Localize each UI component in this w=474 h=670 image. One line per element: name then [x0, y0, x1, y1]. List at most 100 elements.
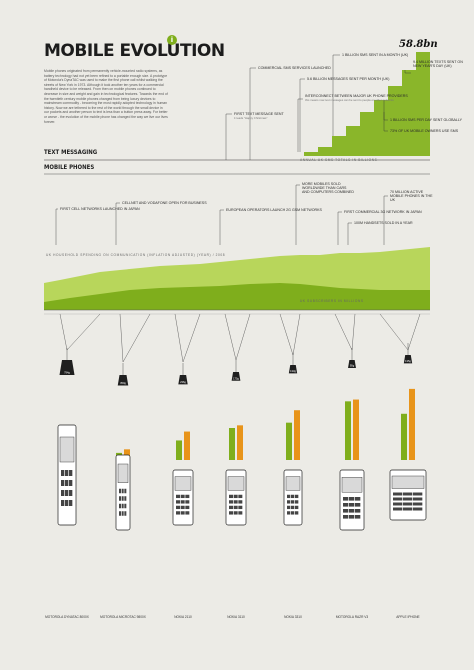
phone-annotation: EUROPEAN OPERATORS LAUNCH 2G GSM NETWORK… [226, 208, 322, 212]
phone-key [180, 505, 185, 510]
sms-staircase [304, 52, 430, 156]
phone-key [349, 497, 355, 501]
phone-key [349, 509, 355, 513]
phone-name: MOTOROLA MICROTAC 9800X [100, 615, 146, 619]
phone-screen [227, 476, 245, 491]
phone-key [124, 488, 127, 494]
phone-key [393, 507, 403, 511]
phone-screen [285, 476, 301, 491]
phone-key [413, 492, 423, 496]
phone-annotation: 70 MILLION ACTIVE MOBILE PHONES IN THE U… [390, 190, 433, 203]
intro-paragraph: Mobile phones originated from permanentl… [44, 69, 168, 124]
weight-label: 175g [233, 376, 239, 380]
phone-key [176, 494, 180, 499]
phone-key [176, 505, 180, 510]
phone-annotation: FIRST COMMERCIAL 3G NETWORK IN JAPAN [344, 210, 422, 214]
battery-bar [353, 399, 359, 460]
battery-bar [294, 410, 300, 460]
phone-key [393, 492, 403, 496]
phone-key [69, 490, 73, 496]
phone-key [295, 494, 299, 499]
sms-annotation: INTERCONNECT BETWEEN MAJOR UK PHONE PROV… [305, 94, 408, 103]
phone-key [119, 511, 121, 516]
sms-annotation: FIRST TEXT MESSAGE SENT it reads "Happy … [234, 112, 284, 121]
phone-annotation: 100M HANDSETS SOLD IN A YEAR [354, 221, 413, 225]
page-title: MOBILE EVOLUTION [44, 41, 225, 61]
weight-icon [178, 375, 188, 385]
phone-key [69, 480, 73, 486]
sms-annotation: 9.4 MILLION TEXTS SENT ON NEW YEAR'S DAY… [413, 60, 463, 69]
phone-key [176, 511, 180, 515]
phone-key [233, 511, 238, 515]
phone-key [61, 500, 65, 506]
sms-annotation: COMMERCIAL SMS SERVICES LAUNCHED [258, 66, 331, 70]
phone-key [121, 496, 124, 501]
phone-key [119, 488, 121, 494]
phone-key [119, 503, 121, 509]
phone-key [403, 492, 413, 496]
phone-key [121, 488, 124, 494]
phone-key [233, 500, 238, 504]
phone-key [291, 511, 295, 515]
phone-key [349, 515, 355, 519]
phone-key [61, 490, 65, 496]
phone-name: MOTOROLA RAZR V3 [335, 615, 369, 619]
phone-key [295, 500, 299, 504]
phone-key [124, 496, 127, 501]
spending-area-chart [44, 247, 430, 311]
section-text-messaging: TEXT MESSAGING [44, 149, 98, 156]
phone-key [185, 511, 190, 515]
weight-icon [348, 360, 356, 368]
phone-key [229, 500, 233, 504]
phone-leader-lines [55, 184, 388, 245]
weight-icon [403, 355, 413, 364]
sms-annotation: 5.6 BILLION MESSAGES SENT PER MONTH (UK) [307, 77, 390, 81]
phone-key [229, 505, 233, 510]
phone-key [393, 502, 403, 506]
phone-key [393, 497, 403, 501]
phone-key [176, 500, 180, 504]
phone-key [355, 497, 361, 501]
phone-key [233, 494, 238, 499]
phone-key [343, 509, 349, 513]
phone-key [238, 511, 243, 515]
phone-name: NOKIA 3310 [284, 615, 302, 619]
phone-screen [59, 436, 75, 463]
phone-key [413, 497, 423, 501]
sms-annotation: 1 BILLION SMS PER DAY SENT GLOBALLY [390, 118, 463, 122]
spending-label: UK HOUSEHOLD SPENDING ON COMMUNICATION (… [46, 253, 226, 257]
sms-total: 58.8bn [399, 39, 438, 50]
talk-time-bar [401, 413, 407, 460]
weight-label: 794g [64, 371, 70, 375]
phone-key [238, 505, 243, 510]
phone-key [121, 511, 124, 516]
phone-key [403, 497, 413, 501]
phone-key [65, 480, 69, 486]
phone-key [295, 505, 299, 510]
weight-icon [59, 360, 75, 375]
talk-time-bar [286, 422, 292, 460]
weight-icon [117, 375, 129, 386]
phone-screen [341, 477, 363, 493]
phone-key [69, 470, 73, 476]
battery-bar [184, 431, 190, 460]
weight-icon [231, 372, 241, 381]
sms-annotation: 1 BILLION SMS SENT IN A MONTH (UK) [342, 53, 409, 57]
phone-key [403, 507, 413, 511]
weight-label: 236g [180, 380, 186, 384]
weight-label: 350g [120, 381, 126, 385]
phone-name: APPLE IPHONE [396, 615, 420, 619]
sms-axis-label: ANNUAL UK SMS TOTALS IN BILLIONS [300, 158, 378, 162]
phone-key [65, 470, 69, 476]
phone-key [349, 503, 355, 507]
phone-key [69, 500, 73, 506]
phone-key [119, 496, 121, 501]
phone-key [229, 494, 233, 499]
phone-annotation: MORE MOBILES SOLD WORLDWIDE THAN CARS AN… [302, 182, 354, 195]
phone-annotation: CELLNET AND VODAFONE OPEN FOR BUSINESS [122, 201, 207, 205]
info-badge-icon: i [167, 35, 177, 45]
phone-name: NOKIA 3110 [227, 615, 245, 619]
phone-name: MOTOROLA DYNATAC 8000X [45, 615, 89, 619]
